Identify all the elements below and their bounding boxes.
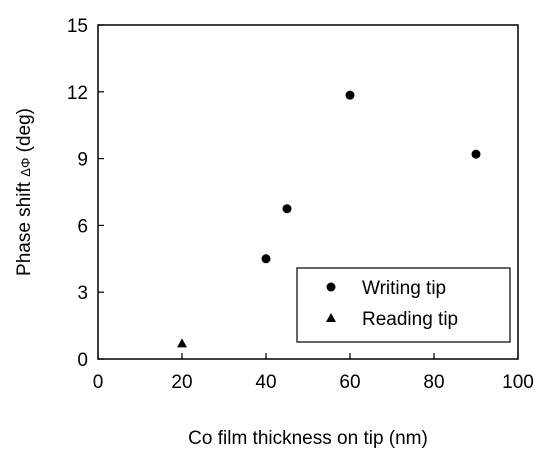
legend-writing-tip-label: Writing tip bbox=[362, 278, 446, 299]
writing-tip-point bbox=[282, 204, 292, 214]
x-axis: 0 20 40 60 80 100 bbox=[93, 353, 534, 393]
x-axis-label: Co film thickness on tip (nm) bbox=[188, 428, 428, 449]
legend-box bbox=[296, 267, 511, 343]
reading-tip-point bbox=[177, 338, 187, 348]
x-tick-label: 60 bbox=[339, 372, 360, 393]
legend-reading-tip-label: Reading tip bbox=[362, 309, 458, 330]
data-points bbox=[177, 90, 481, 348]
y-axis-label: Phase shift ΔΦ (deg) bbox=[14, 108, 35, 276]
writing-tip-point bbox=[261, 254, 271, 264]
legend-reading-tip-marker bbox=[326, 313, 336, 322]
writing-tip-point bbox=[471, 149, 481, 159]
y-axis: 0 3 6 9 12 15 bbox=[67, 16, 104, 371]
y-tick-label: 12 bbox=[67, 83, 88, 104]
x-tick-label: 100 bbox=[502, 372, 534, 393]
y-axis-label-symbol: ΔΦ bbox=[18, 158, 33, 177]
y-tick-label: 9 bbox=[77, 150, 88, 171]
legend-writing-tip-marker bbox=[326, 282, 336, 292]
x-tick-label: 40 bbox=[255, 372, 276, 393]
x-tick-label: 20 bbox=[171, 372, 192, 393]
x-tick-label: 0 bbox=[93, 372, 104, 393]
legend: Writing tip Reading tip bbox=[296, 267, 511, 343]
x-tick-label: 80 bbox=[423, 372, 444, 393]
plot-frame bbox=[97, 24, 519, 360]
y-tick-label: 15 bbox=[67, 16, 88, 37]
y-tick-label: 6 bbox=[77, 216, 88, 237]
y-axis-label-prefix: Phase shift bbox=[14, 177, 35, 276]
y-tick-label: 3 bbox=[77, 283, 88, 304]
writing-tip-point bbox=[345, 90, 355, 100]
y-axis-label-suffix: (deg) bbox=[14, 108, 35, 158]
y-tick-label: 0 bbox=[77, 350, 88, 371]
